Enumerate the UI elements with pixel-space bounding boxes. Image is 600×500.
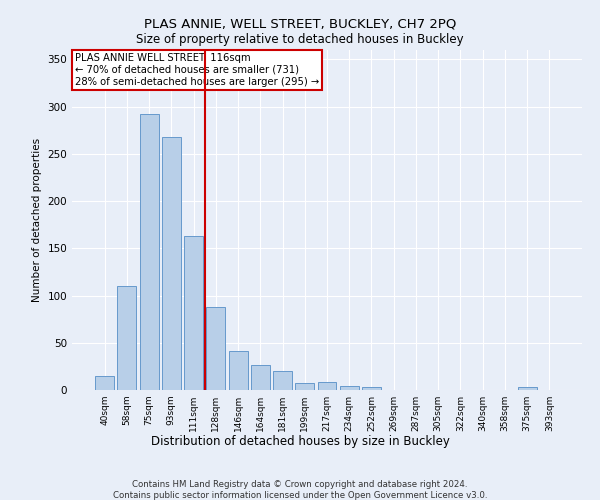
Bar	[162, 137, 181, 390]
Bar	[295, 384, 314, 390]
Bar	[206, 307, 225, 390]
Text: PLAS ANNIE, WELL STREET, BUCKLEY, CH7 2PQ: PLAS ANNIE, WELL STREET, BUCKLEY, CH7 2P…	[144, 18, 456, 30]
Bar	[340, 386, 359, 390]
Bar	[273, 371, 292, 390]
Text: Distribution of detached houses by size in Buckley: Distribution of detached houses by size …	[151, 435, 449, 448]
Text: Contains public sector information licensed under the Open Government Licence v3: Contains public sector information licen…	[113, 491, 487, 500]
Bar	[184, 236, 203, 390]
Bar	[362, 387, 381, 390]
Bar	[317, 382, 337, 390]
Y-axis label: Number of detached properties: Number of detached properties	[32, 138, 42, 302]
Bar	[95, 376, 114, 390]
Bar	[518, 387, 536, 390]
Text: Size of property relative to detached houses in Buckley: Size of property relative to detached ho…	[136, 32, 464, 46]
Bar	[251, 366, 270, 390]
Text: Contains HM Land Registry data © Crown copyright and database right 2024.: Contains HM Land Registry data © Crown c…	[132, 480, 468, 489]
Bar	[118, 286, 136, 390]
Bar	[140, 114, 158, 390]
Bar	[229, 352, 248, 390]
Text: PLAS ANNIE WELL STREET: 116sqm
← 70% of detached houses are smaller (731)
28% of: PLAS ANNIE WELL STREET: 116sqm ← 70% of …	[74, 54, 319, 86]
